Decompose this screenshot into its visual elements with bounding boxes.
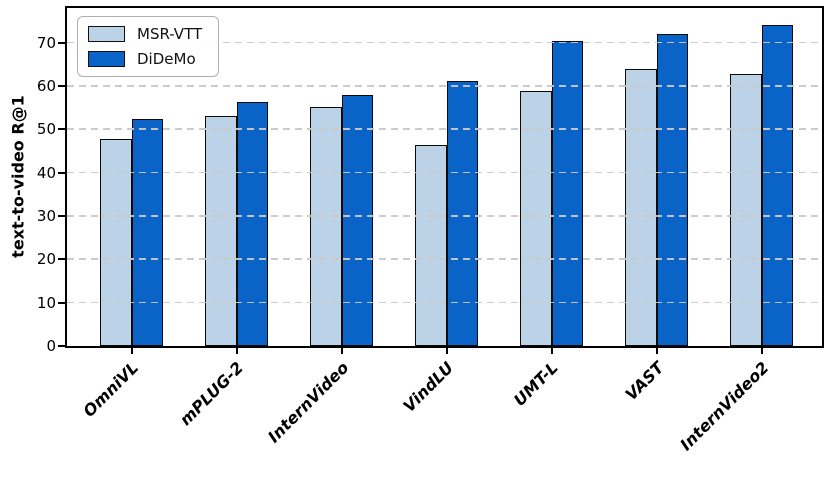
y-tick-mark-20 xyxy=(58,258,67,261)
bar-didemo-umt-l xyxy=(551,40,584,346)
y-tick-label-70: 70 xyxy=(36,33,56,52)
x-tick-label-internvideo2: InternVideo2 xyxy=(675,358,773,455)
gridline-10 xyxy=(67,301,822,304)
y-tick-mark-50 xyxy=(58,128,67,131)
x-tick-label-mplug-2: mPLUG-2 xyxy=(175,358,248,430)
x-tick-mark-mplug-2 xyxy=(235,348,238,354)
y-tick-mark-60 xyxy=(58,85,67,87)
gridline-20 xyxy=(67,258,822,261)
bar-didemo-vindlu xyxy=(446,80,479,346)
x-tick-label-internvideo: InternVideo xyxy=(263,358,353,447)
x-tick-label-omnivl: OmniVL xyxy=(79,358,143,421)
y-axis-label: text-to-video R@1 xyxy=(8,95,28,258)
gridline-70 xyxy=(67,41,822,44)
bar-didemo-omnivl xyxy=(131,118,164,346)
x-tick-mark-umt-l xyxy=(550,348,553,354)
bar-didemo-internvideo xyxy=(341,95,374,346)
legend-label-didemo: DiDeMo xyxy=(137,49,196,68)
bar-didemo-vast xyxy=(656,34,689,346)
y-tick-label-30: 30 xyxy=(36,207,56,225)
x-tick-label-vast: VAST xyxy=(621,358,668,405)
x-tick-mark-vindlu xyxy=(445,348,448,354)
x-tick-label-umt-l: UMT-L xyxy=(510,358,563,410)
legend-swatch-didemo xyxy=(88,50,125,67)
plot-area xyxy=(65,6,824,348)
gridline-50 xyxy=(67,128,822,131)
y-tick-mark-0 xyxy=(58,345,67,347)
y-tick-mark-70 xyxy=(58,41,67,44)
bar-msr-vtt-vindlu xyxy=(415,144,447,346)
y-tick-label-50: 50 xyxy=(36,120,56,139)
y-tick-label-10: 10 xyxy=(36,293,56,312)
legend-label-msr-vtt: MSR-VTT xyxy=(137,25,203,43)
gridline-40 xyxy=(67,171,822,174)
bar-msr-vtt-mplug-2 xyxy=(205,115,237,346)
x-tick-mark-omnivl xyxy=(130,348,133,354)
y-tick-mark-40 xyxy=(58,171,67,174)
bar-msr-vtt-internvideo2 xyxy=(730,73,762,346)
y-tick-label-40: 40 xyxy=(36,163,56,182)
y-tick-mark-10 xyxy=(58,301,67,304)
gridline-60 xyxy=(67,85,822,87)
gridline-30 xyxy=(67,215,822,217)
y-tick-label-60: 60 xyxy=(36,77,56,95)
legend-row-msr-vtt: MSR-VTT xyxy=(88,26,202,43)
legend-row-didemo: DiDeMo xyxy=(88,49,202,68)
bar-didemo-internvideo2 xyxy=(761,24,794,346)
x-tick-mark-vast xyxy=(655,348,658,354)
bar-didemo-mplug-2 xyxy=(236,101,269,346)
y-tick-label-20: 20 xyxy=(36,250,56,269)
legend-swatch-msr-vtt xyxy=(88,26,125,43)
x-tick-mark-internvideo2 xyxy=(760,348,763,354)
bar-msr-vtt-umt-l xyxy=(520,91,552,346)
legend: MSR-VTT DiDeMo xyxy=(77,16,220,77)
y-tick-mark-30 xyxy=(58,215,67,217)
x-tick-label-vindlu: VindLU xyxy=(399,358,458,416)
bar-msr-vtt-omnivl xyxy=(100,138,132,346)
y-tick-label-0: 0 xyxy=(46,337,56,355)
bar-msr-vtt-vast xyxy=(625,69,657,346)
bar-msr-vtt-internvideo xyxy=(310,106,342,346)
x-tick-mark-internvideo xyxy=(340,348,343,354)
